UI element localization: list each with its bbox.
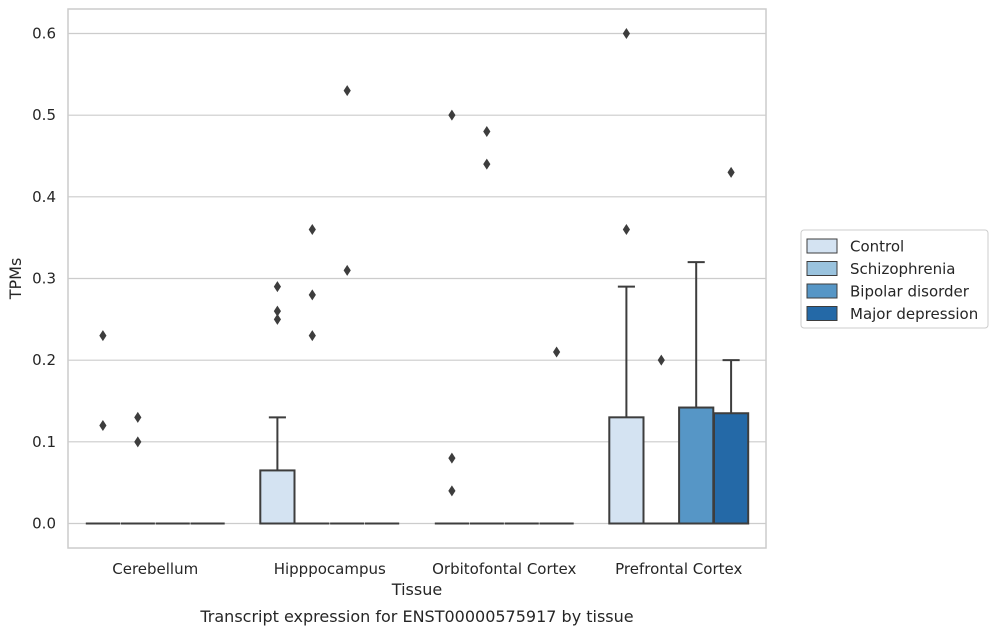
box-plot xyxy=(469,126,504,525)
x-axis-ticks: Cerebellum Hipppocampus Orbitofontal Corte… xyxy=(112,560,742,578)
legend: Control Schizophrenia Bipolar disorder Majo… xyxy=(800,229,989,329)
outlier-point xyxy=(553,346,561,358)
outlier-point xyxy=(343,85,351,97)
outlier-point xyxy=(273,281,281,293)
x-tick-label: Orbitofontal Cortex xyxy=(432,560,576,578)
y-tick-label: 0.5 xyxy=(32,106,56,124)
outlier-point xyxy=(99,330,107,342)
box-plots xyxy=(85,28,750,525)
y-axis-label: TPMs xyxy=(6,258,25,301)
legend-swatch xyxy=(806,306,838,321)
outlier-point xyxy=(308,330,316,342)
box-plot xyxy=(608,28,645,525)
legend-swatch xyxy=(806,283,838,299)
legend-label: Major depression xyxy=(850,305,978,323)
box-plot xyxy=(330,85,365,525)
box-plot xyxy=(644,354,679,525)
box-plot xyxy=(85,330,121,525)
outlier-point xyxy=(308,224,316,235)
outlier-point xyxy=(99,420,107,431)
plot-area-frame xyxy=(67,8,767,549)
box-plot xyxy=(295,224,330,525)
y-tick-label: 0.4 xyxy=(32,188,56,206)
box xyxy=(259,469,296,525)
box-plot xyxy=(120,411,155,525)
outlier-point xyxy=(343,264,351,276)
outlier-point xyxy=(448,485,456,497)
legend-label: Schizophrenia xyxy=(850,260,955,278)
y-tick-label: 0.6 xyxy=(32,25,56,43)
legend-swatch xyxy=(806,238,838,254)
outlier-point xyxy=(308,289,316,301)
x-tick-label: Hipppocampus xyxy=(274,560,386,578)
outlier-point xyxy=(483,126,491,137)
y-tick-label: 0.2 xyxy=(32,351,56,369)
x-axis-label: Tissue xyxy=(391,580,442,599)
outlier-point xyxy=(134,436,142,448)
chart-caption: Transcript expression for ENST0000057591… xyxy=(199,607,633,626)
outlier-point xyxy=(273,313,281,325)
x-tick-label: Prefrontal Cortex xyxy=(615,560,742,578)
box xyxy=(712,412,750,525)
legend-label: Bipolar disorder xyxy=(850,283,970,301)
box xyxy=(608,416,645,525)
y-tick-label: 0.1 xyxy=(32,433,56,451)
box-plot xyxy=(259,281,296,525)
outlier-point xyxy=(273,305,281,317)
box-plot xyxy=(712,166,750,525)
outlier-point xyxy=(727,166,735,178)
outlier-point xyxy=(448,452,456,464)
box-plot xyxy=(434,109,470,525)
y-tick-label: 0.3 xyxy=(32,270,56,288)
outlier-point xyxy=(448,109,456,121)
y-tick-label: 0.0 xyxy=(32,515,56,533)
legend-label: Control xyxy=(850,238,904,256)
legend-swatch xyxy=(806,261,838,276)
x-tick-label: Cerebellum xyxy=(112,560,198,578)
outlier-point xyxy=(622,28,630,39)
outlier-point xyxy=(134,411,142,423)
outlier-point xyxy=(622,224,630,235)
box-plot xyxy=(539,346,574,525)
legend-frame xyxy=(800,229,989,329)
outlier-point xyxy=(483,158,491,170)
box-plot xyxy=(678,261,715,525)
box xyxy=(678,406,715,525)
y-axis-ticks: 0.0 0.1 0.2 0.3 0.4 0.5 0.6 xyxy=(32,25,56,533)
gridlines xyxy=(68,32,766,525)
outlier-point xyxy=(657,354,665,366)
